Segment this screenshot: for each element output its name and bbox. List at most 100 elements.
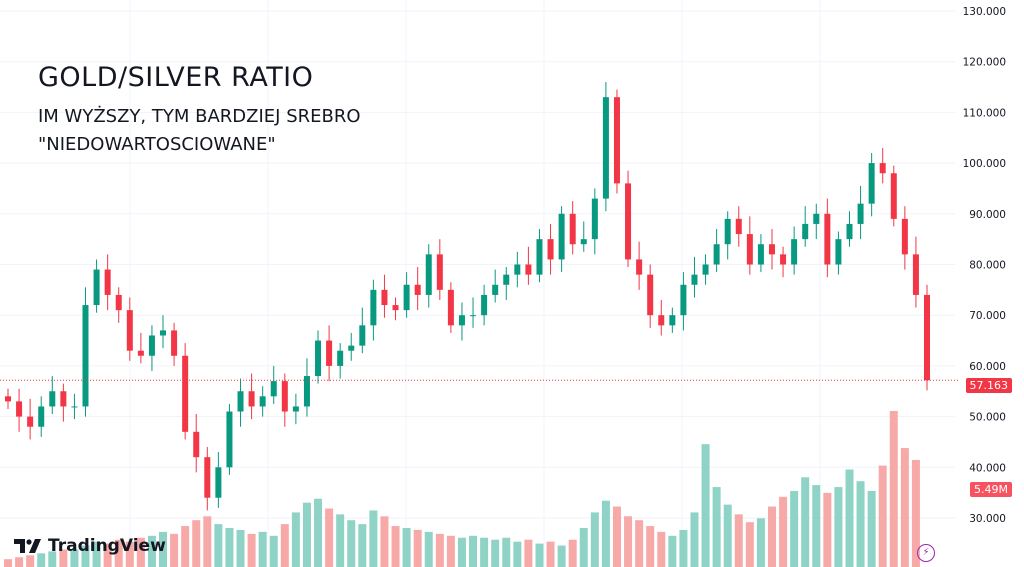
candle-body [691,274,698,285]
volume-bar [513,541,522,567]
candle-body [613,97,620,184]
volume-bar [125,541,134,567]
candle-body [503,274,510,285]
grid [0,0,955,567]
tradingview-logo-text: TradingView [48,536,166,556]
candle-body [193,431,200,458]
candle-body [226,411,233,468]
volume-bar [159,531,168,567]
volume-bar [314,498,323,567]
candle-body [492,284,499,295]
candle-body [270,381,277,397]
candle-body [137,350,144,356]
candle-body [470,315,477,317]
volume-bars [4,411,920,567]
volume-bar [225,528,234,567]
candle-body [514,264,521,275]
volume-bar [114,539,123,567]
volume-bar [579,528,588,567]
volume-bar [336,514,345,567]
volume-bar [546,541,555,567]
volume-bar [679,529,688,567]
volume-bar [236,529,245,567]
candle-body [580,239,587,245]
volume-bar [358,524,367,567]
volume-bar [280,524,289,567]
volume-bar [823,492,832,567]
y-tick-label: 80.000 [969,260,1006,272]
volume-bar [756,518,765,567]
candle-body [802,223,809,240]
y-tick-label: 120.000 [963,57,1006,69]
volume-bar [391,526,400,567]
volume-bar [214,524,223,567]
volume-bar [535,543,544,567]
lightning-icon[interactable]: ⚡ [917,544,935,562]
volume-bar [779,496,788,567]
volume-bar [723,504,732,567]
candle-body [780,254,787,265]
candle-body [680,284,687,316]
y-tick-label: 130.000 [963,6,1006,18]
candle-body [569,213,576,245]
candle-body [259,396,266,407]
candle-body [49,391,56,407]
candle-body [602,97,609,199]
candle-body [359,325,366,346]
volume-bar [291,512,300,567]
volume-bar [192,520,201,567]
tradingview-logo[interactable]: TradingView [14,536,166,556]
candle-body [326,340,333,366]
candle-body [636,259,643,275]
volume-bar [15,557,24,567]
candle-body [890,173,897,219]
candle-body [879,163,886,174]
volume-bar [690,512,699,567]
volume-bar [612,506,621,567]
candle-body [525,264,532,275]
volume-bar [446,535,455,567]
candle-body [171,330,178,356]
candle-body [846,223,853,240]
volume-bar [557,545,566,567]
volume-bar [878,465,887,567]
volume-bar [712,487,721,567]
candle-body [901,218,908,255]
candle-body [547,239,554,260]
volume-bar [624,516,633,567]
candle-body [735,218,742,235]
volume-bar [103,543,112,567]
candle-body [591,198,598,240]
y-tick-label: 40.000 [969,462,1006,474]
volume-bar [380,516,389,567]
volume-bar [369,510,378,567]
candle-body [5,396,11,402]
candle-body [558,213,565,260]
candle-body [93,269,100,306]
candle-body [713,244,720,265]
y-tick-label: 70.000 [969,310,1006,322]
volume-bar [203,516,212,567]
volume-bar [745,522,754,567]
volume-bar [590,512,599,567]
volume-bar [435,533,444,567]
volume-bar [701,444,710,567]
candle-body [912,254,919,295]
candle-body [315,340,322,377]
chart-subtitle-2: "NIEDOWARTOSCIOWANE" [38,134,276,155]
volume-bar [325,508,334,567]
volume-bar [502,537,511,567]
volume-bar [845,469,854,567]
candle-body [370,289,377,326]
volume-bar [668,535,677,567]
volume-bar [269,535,278,567]
candle-body [757,244,764,265]
candle-body [868,163,875,204]
candle-body [82,305,89,407]
candle-body [458,315,465,326]
volume-bar [767,506,776,567]
candle-body [425,254,432,295]
volume-bar [657,531,666,567]
volume-bar [170,533,179,567]
candle-body [281,381,288,412]
